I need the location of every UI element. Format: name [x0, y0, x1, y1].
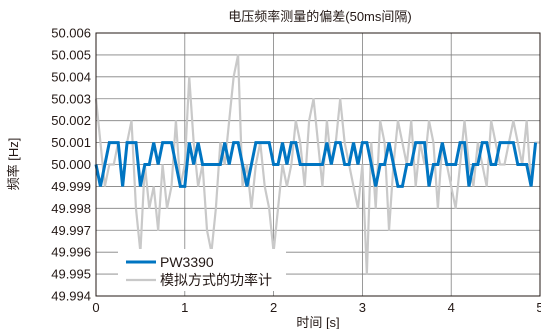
- y-tick-label: 50.004: [51, 69, 91, 84]
- y-tick-labels: 49.994 49.995 49.996 49.997 49.998 49.999 50.0…: [51, 26, 91, 304]
- legend-background: [118, 249, 286, 291]
- legend-label: PW3390: [160, 254, 214, 270]
- y-tick-label: 49.997: [51, 223, 91, 238]
- x-tick-label: 1: [181, 300, 188, 315]
- y-tick-label: 49.994: [51, 289, 91, 304]
- x-tick-labels: 0 1 2 3 4 5: [92, 300, 541, 315]
- plot-frame: [95, 32, 541, 297]
- y-axis-label: 频率 [Hz]: [6, 138, 21, 191]
- y-tick-label: 50.002: [51, 113, 91, 128]
- x-tick-label: 4: [448, 300, 455, 315]
- y-tick-label: 50.001: [51, 135, 91, 150]
- x-axis-label: 时间 [s]: [296, 315, 339, 329]
- y-tick-label: 50.005: [51, 47, 91, 62]
- y-tick-label: 49.996: [51, 245, 91, 260]
- y-tick-label: 49.995: [51, 267, 91, 282]
- series-line-pw3390: [94, 141, 538, 188]
- y-tick-label: 50.003: [51, 91, 91, 106]
- y-tick-label: 50.006: [51, 26, 91, 41]
- x-tick-label: 2: [270, 300, 277, 315]
- legend: PW3390 模拟方式的功率计: [118, 249, 286, 291]
- series-lines: [94, 54, 540, 275]
- y-tick-label: 49.999: [51, 179, 91, 194]
- x-tick-label: 3: [359, 300, 366, 315]
- legend-label: 模拟方式的功率计: [160, 272, 272, 288]
- x-tick-label: 5: [536, 300, 541, 315]
- series-line-analog-meter: [94, 54, 540, 275]
- y-tick-label: 49.998: [51, 201, 91, 216]
- chart-title: 电压频率测量的偏差(50ms间隔): [228, 9, 411, 24]
- y-tick-label: 50.000: [51, 157, 91, 172]
- x-tick-label: 0: [92, 300, 99, 315]
